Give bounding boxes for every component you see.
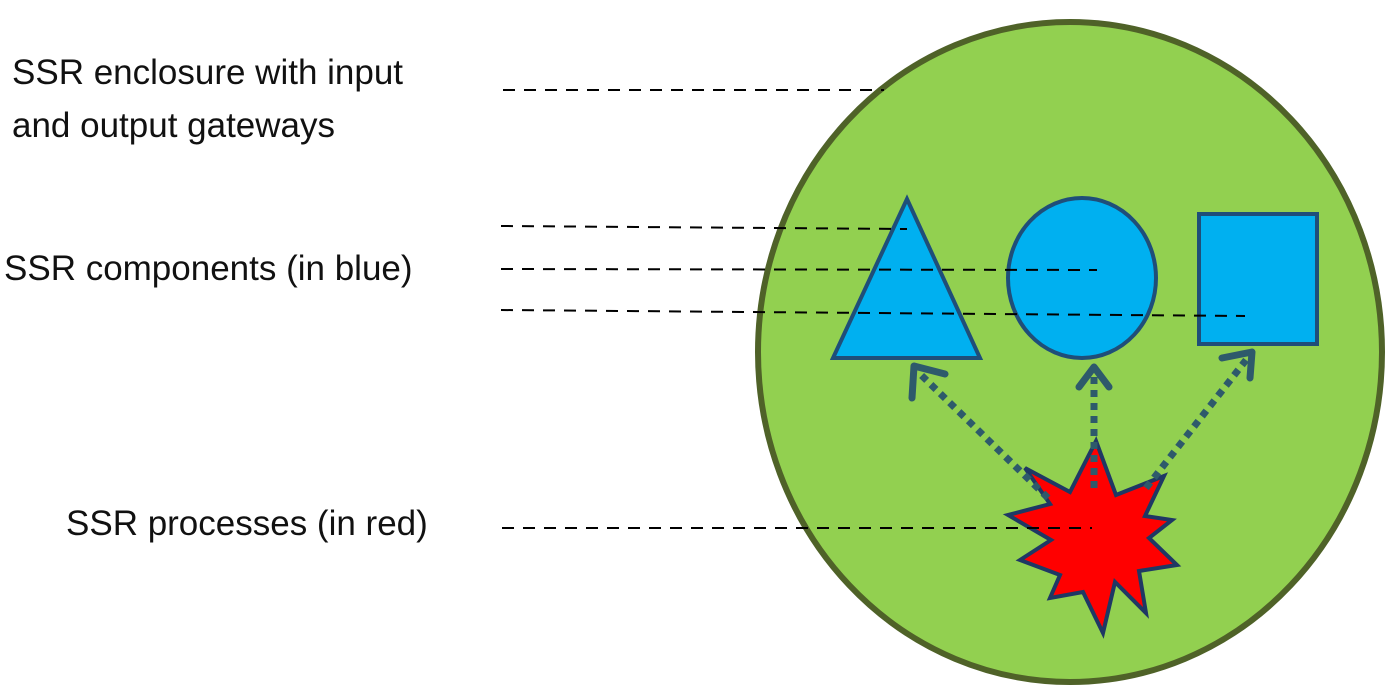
arrow-to-triangle-head	[908, 362, 949, 402]
arrow-to-circle-head	[1075, 363, 1113, 391]
enclosure-label: SSR enclosure with input and output gate…	[12, 46, 403, 152]
components-label: SSR components (in blue)	[4, 249, 413, 288]
processes-label: SSR processes (in red)	[66, 504, 428, 543]
square-icon	[1197, 212, 1319, 346]
leader-square	[500, 309, 1246, 317]
leader-triangle	[500, 225, 908, 230]
triangle-icon	[829, 194, 984, 360]
arrow-to-square	[1143, 357, 1249, 491]
leader-lines	[500, 89, 1246, 529]
arrow-to-triangle	[915, 369, 1051, 501]
leader-circle	[500, 268, 1098, 271]
circle-icon	[1006, 196, 1158, 360]
process-arrows	[908, 348, 1256, 501]
enclosure-label-line1: SSR enclosure with input	[12, 53, 404, 92]
starburst-icon	[1002, 436, 1182, 639]
arrow-to-square-head	[1218, 348, 1256, 382]
enclosure-label-line2: and output gateways	[12, 106, 336, 145]
